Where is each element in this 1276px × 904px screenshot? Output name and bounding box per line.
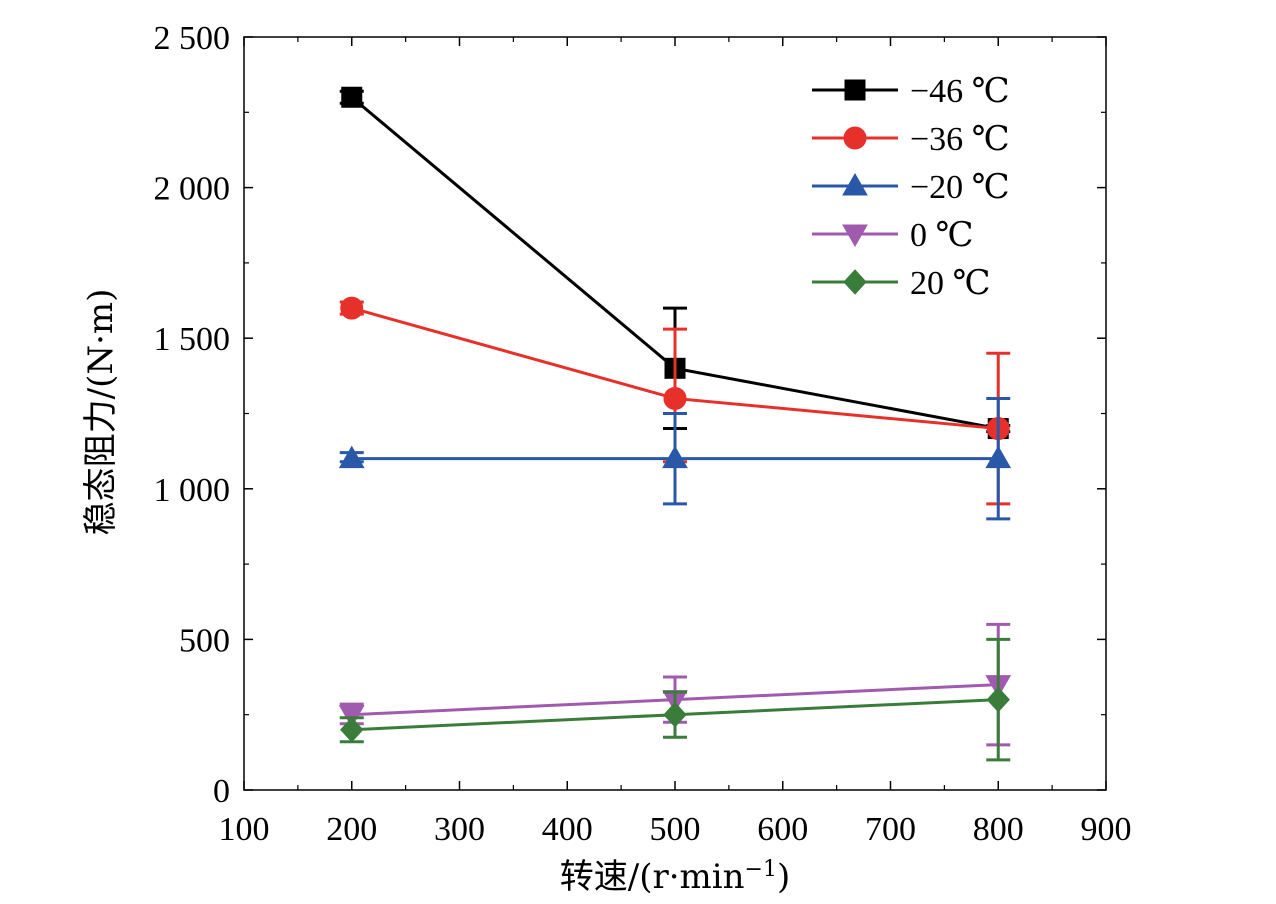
- y-tick-label: 2 000: [154, 171, 231, 208]
- x-tick-label: 100: [219, 811, 270, 848]
- x-tick-label: 800: [973, 811, 1024, 848]
- data-point: [341, 86, 363, 108]
- x-tick-label: 600: [757, 811, 808, 848]
- legend-marker: [842, 224, 868, 248]
- y-tick-label: 500: [179, 622, 230, 659]
- x-tick-label: 400: [542, 811, 593, 848]
- legend-marker: [844, 79, 866, 101]
- x-tick-label: 900: [1081, 811, 1132, 848]
- legend-marker: [843, 126, 867, 150]
- legend-marker: [843, 269, 867, 295]
- x-axis-label-superscript: −1: [745, 857, 777, 882]
- data-point: [986, 686, 1010, 713]
- x-tick-label: 200: [326, 811, 377, 848]
- x-tick-label: 700: [865, 811, 916, 848]
- y-tick-label: 0: [213, 773, 230, 810]
- legend-entry: 0 ℃: [812, 217, 974, 254]
- data-point: [663, 701, 687, 728]
- y-axis-label: 稳态阻力/(N·m): [81, 289, 121, 536]
- data-point: [662, 445, 688, 469]
- data-point: [340, 717, 364, 743]
- x-tick-label: 300: [434, 811, 485, 848]
- data-point: [338, 445, 365, 469]
- x-axis-label: 转速/(r·min−1): [560, 857, 791, 897]
- ticks-layer: 100 200 300 400 500 600 700 800 900 0 500 1 000 1 50…: [154, 20, 1132, 848]
- data-point: [338, 705, 365, 728]
- legend: −46 ℃ −36 ℃ −20 ℃ 0 ℃ 20 ℃: [812, 73, 1010, 302]
- data-point: [985, 445, 1012, 469]
- x-tick-label: 500: [650, 811, 701, 848]
- legend-entry: 20 ℃: [812, 265, 991, 302]
- legend-label: 0 ℃: [910, 217, 974, 254]
- y-tick-label: 1 000: [154, 472, 231, 509]
- legend-entry: −46 ℃: [812, 73, 1010, 110]
- legend-label: −46 ℃: [910, 73, 1010, 110]
- series-5: [339, 637, 1011, 762]
- legend-label: −20 ℃: [910, 169, 1010, 206]
- legend-entry: −36 ℃: [812, 121, 1010, 158]
- legend-label: 20 ℃: [910, 265, 991, 302]
- y-tick-label: 1 500: [154, 321, 231, 358]
- legend-marker: [842, 172, 868, 196]
- series-3: [338, 396, 1012, 521]
- data-point: [663, 386, 687, 410]
- legend-label: −36 ℃: [910, 121, 1010, 158]
- y-tick-label: 2 500: [154, 20, 231, 57]
- x-axis-label-close: ): [777, 857, 790, 897]
- x-axis-label-main: 转速/(r·min: [560, 857, 745, 897]
- data-point: [340, 296, 364, 320]
- legend-entry: −20 ℃: [812, 169, 1010, 206]
- plot-layer: [338, 86, 1012, 762]
